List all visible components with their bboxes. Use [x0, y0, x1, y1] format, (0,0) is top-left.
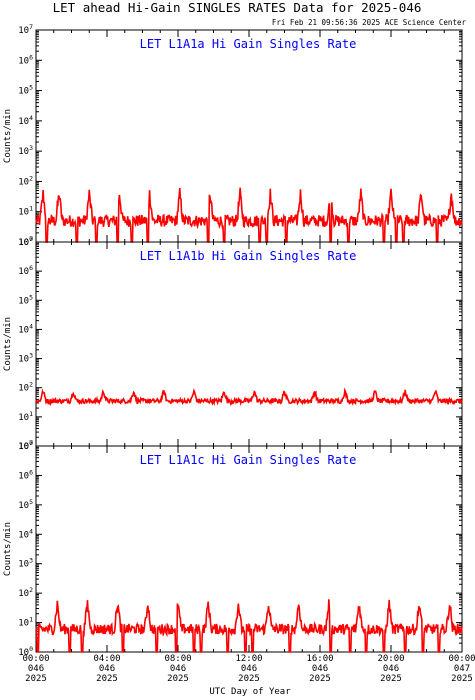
x-tick-doy: 046 — [170, 664, 186, 674]
y-tick-label: 106 — [18, 53, 33, 66]
panel-2: 100 101 102 103 104 105 106 107 Counts/min LET L1… — [3, 235, 463, 452]
x-tick-time: 20:00 — [377, 654, 404, 664]
y-tick-label: 100 — [18, 645, 33, 658]
x-tick-time: 12:00 — [235, 654, 262, 664]
y-tick-label: 101 — [18, 616, 33, 629]
figure-title: LET ahead Hi-Gain SINGLES RATES Data for… — [53, 0, 422, 15]
x-tick-doy: 046 — [383, 664, 399, 674]
y-tick-label: 106 — [18, 468, 33, 481]
y-tick-label: 107 — [18, 439, 33, 452]
x-tick-year: 2025 — [167, 674, 189, 684]
x-axis-label: UTC Day of Year — [209, 687, 291, 697]
x-tick-doy: 046 — [241, 664, 257, 674]
y-tick-label: 107 — [18, 235, 33, 248]
plot-frame — [35, 241, 463, 447]
y-axis-label: Counts/min — [3, 109, 13, 163]
y-tick-label: 104 — [18, 114, 33, 127]
x-tick-time: 08:00 — [164, 654, 191, 664]
panel-3: 100 101 102 103 104 105 106 107 Counts/min LET L1… — [3, 439, 463, 658]
x-tick-year: 2025 — [96, 674, 118, 684]
x-tick-time: 16:00 — [306, 654, 333, 664]
x-tick-doy: 047 — [454, 664, 470, 674]
y-tick-label: 103 — [18, 144, 33, 157]
figure-subtitle: Fri Feb 21 09:56:36 2025 ACE Science Cen… — [272, 18, 467, 27]
rate-trace-2 — [35, 387, 463, 407]
x-tick-year: 2025 — [25, 674, 47, 684]
y-axis-label: Counts/min — [3, 317, 13, 371]
x-axis-tick-labels: 00:00046202504:00046202508:00046202512:0… — [22, 654, 475, 684]
x-tick-year: 2025 — [451, 674, 473, 684]
plot-frame — [35, 445, 463, 653]
x-tick-year: 2025 — [380, 674, 402, 684]
y-tick-label: 104 — [18, 322, 33, 335]
y-tick-label: 100 — [18, 439, 33, 452]
x-tick-doy: 046 — [99, 664, 115, 674]
x-tick-doy: 046 — [312, 664, 328, 674]
y-tick-label: 106 — [18, 264, 33, 277]
panel-1: 100 101 102 103 104 105 106 107 Counts/min LET L1… — [3, 23, 463, 248]
rate-trace-1 — [35, 187, 463, 243]
x-tick-time: 00:00 — [22, 654, 49, 664]
y-axis-label: Counts/min — [3, 522, 13, 576]
y-tick-label: 102 — [18, 586, 33, 599]
panel-title: LET L1A1a Hi Gain Singles Rate — [140, 37, 357, 51]
x-tick-doy: 046 — [28, 664, 44, 674]
x-tick-time: 00:00 — [448, 654, 475, 664]
y-tick-label: 103 — [18, 557, 33, 570]
y-tick-label: 105 — [18, 293, 33, 306]
rate-trace-3 — [35, 599, 463, 653]
panels: 100 101 102 103 104 105 106 107 Counts/min LET L1… — [3, 23, 463, 658]
plot-frame — [35, 29, 463, 243]
y-tick-label: 100 — [18, 235, 33, 248]
y-tick-label: 105 — [18, 84, 33, 97]
y-tick-label: 103 — [18, 352, 33, 365]
y-tick-label: 104 — [18, 527, 33, 540]
y-tick-label: 102 — [18, 174, 33, 187]
x-tick-year: 2025 — [238, 674, 260, 684]
y-tick-label: 105 — [18, 498, 33, 511]
y-tick-label: 107 — [18, 23, 33, 36]
panel-title: LET L1A1b Hi Gain Singles Rate — [140, 249, 357, 263]
y-tick-label: 101 — [18, 410, 33, 423]
panel-title: LET L1A1c Hi Gain Singles Rate — [140, 453, 357, 467]
y-tick-label: 102 — [18, 381, 33, 394]
y-tick-label: 101 — [18, 205, 33, 218]
x-tick-time: 04:00 — [93, 654, 120, 664]
x-tick-year: 2025 — [309, 674, 331, 684]
